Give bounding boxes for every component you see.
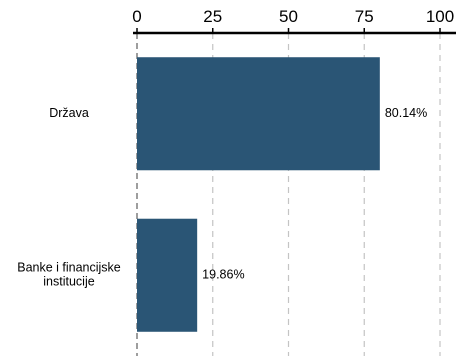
category-label-line: Banke i financijske xyxy=(17,261,121,275)
x-tick-label-100: 100 xyxy=(426,7,454,26)
x-tick-label-25: 25 xyxy=(203,7,222,26)
bar-1 xyxy=(137,57,380,171)
category-label-1: Država xyxy=(49,106,89,120)
label-layer: 80.14% Država 19.86% Banke i financijske ins… xyxy=(17,7,454,289)
x-tick-label-75: 75 xyxy=(355,7,374,26)
bar-layer xyxy=(137,57,380,332)
data-label-2: 19.86% xyxy=(202,268,244,282)
axis-layer xyxy=(133,28,456,35)
x-tick-label-50: 50 xyxy=(279,7,298,26)
x-tick-label-0: 0 xyxy=(132,7,141,26)
category-label-line: Država xyxy=(49,106,89,120)
category-label-2: Banke i financijske institucije xyxy=(17,261,121,289)
category-label-line: institucije xyxy=(43,275,94,289)
data-label-1: 80.14% xyxy=(385,106,427,120)
bar-2 xyxy=(137,218,198,332)
